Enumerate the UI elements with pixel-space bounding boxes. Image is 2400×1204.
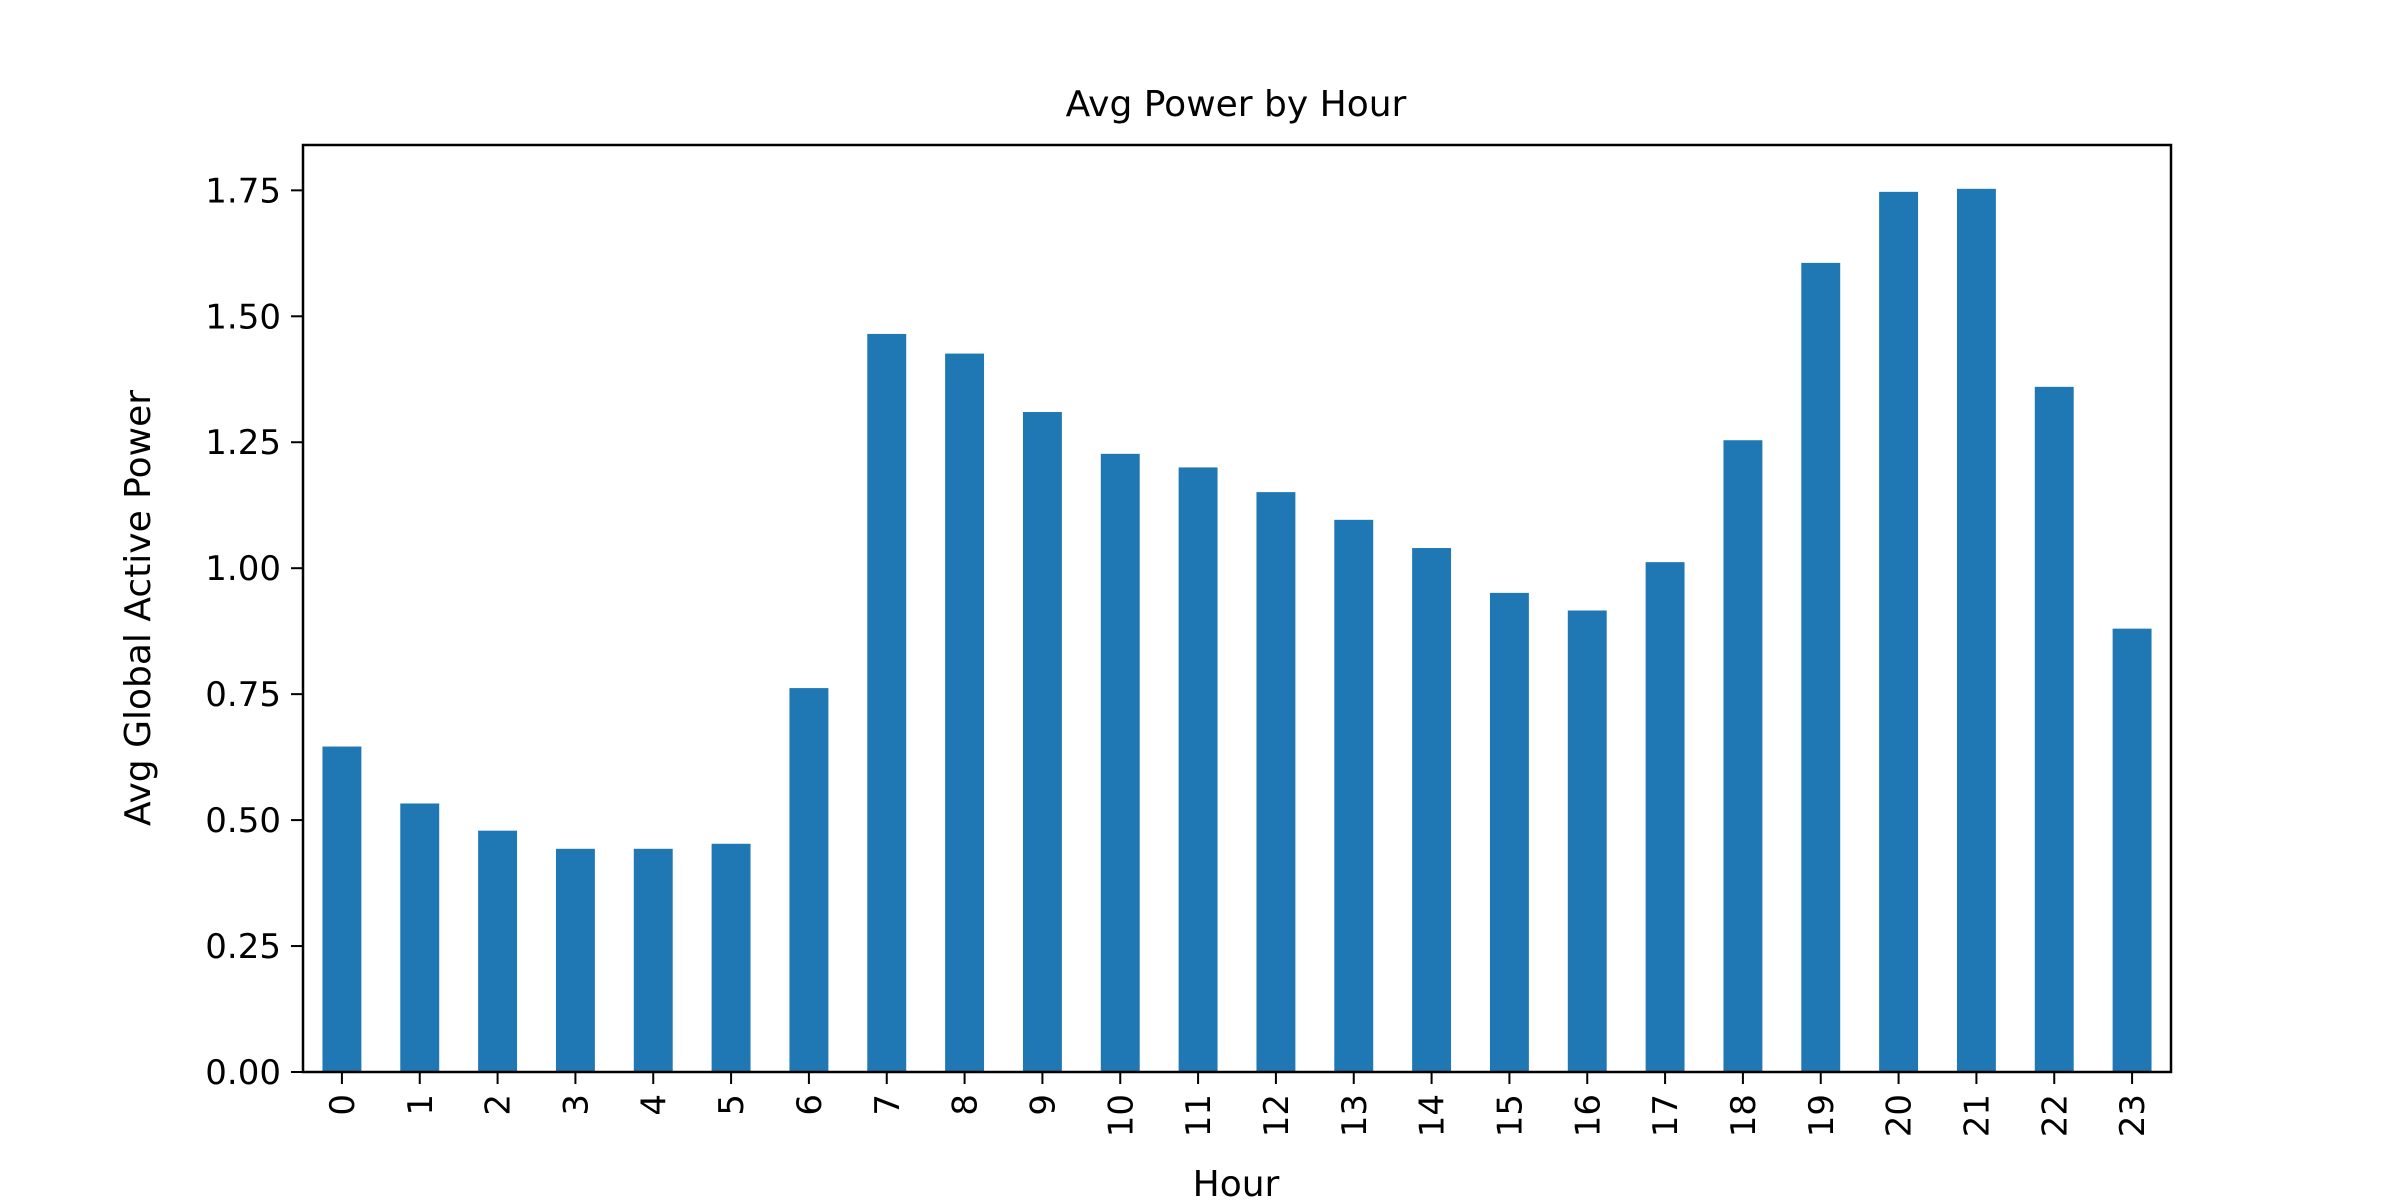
x-tick-label: 18 <box>1724 1094 1764 1137</box>
x-tick-label: 16 <box>1568 1094 1608 1137</box>
bar-hour-20 <box>1879 191 1919 1073</box>
x-tick-label: 9 <box>1023 1094 1063 1116</box>
x-tick-label: 14 <box>1413 1094 1453 1137</box>
x-tick-label: 15 <box>1490 1094 1530 1137</box>
bars-layer <box>322 188 2152 1073</box>
bar-hour-2 <box>478 830 518 1072</box>
bar-hour-9 <box>1022 412 1062 1072</box>
x-tick-label: 13 <box>1335 1094 1375 1137</box>
bar-hour-11 <box>1178 467 1218 1072</box>
bar-hour-21 <box>1956 188 1996 1072</box>
x-tick-label: 11 <box>1179 1094 1219 1137</box>
bar-hour-19 <box>1801 262 1841 1072</box>
bar-hour-13 <box>1334 519 1374 1072</box>
x-tick-label: 0 <box>323 1094 363 1116</box>
y-tick-label: 1.75 <box>205 171 281 211</box>
bar-hour-6 <box>789 688 829 1072</box>
bar-hour-15 <box>1489 592 1529 1072</box>
y-tick-label: 1.25 <box>205 423 281 463</box>
y-tick-label: 0.25 <box>205 927 281 967</box>
x-tick-label: 4 <box>634 1094 674 1116</box>
bar-hour-17 <box>1645 562 1685 1072</box>
x-tick-label: 1 <box>401 1094 441 1116</box>
bar-hour-0 <box>322 746 362 1072</box>
bar-hour-16 <box>1567 610 1607 1072</box>
x-tick-label: 22 <box>2035 1094 2075 1137</box>
chart-title: Avg Power by Hour <box>1066 84 1407 125</box>
bar-hour-1 <box>400 803 440 1072</box>
x-tick-label: 8 <box>946 1094 986 1116</box>
x-tick-label: 3 <box>556 1094 596 1116</box>
x-tick-label: 6 <box>790 1094 830 1116</box>
x-tick-label: 2 <box>479 1094 519 1116</box>
y-tick-label: 1.50 <box>205 297 281 337</box>
bar-hour-3 <box>555 848 595 1072</box>
x-tick-label: 23 <box>2113 1094 2153 1137</box>
x-tick-label: 12 <box>1257 1094 1297 1137</box>
bar-hour-12 <box>1256 492 1296 1072</box>
y-tick-label: 1.00 <box>205 549 281 589</box>
x-tick-label: 5 <box>712 1094 752 1116</box>
bar-hour-10 <box>1100 453 1140 1073</box>
bar-hour-7 <box>867 333 907 1072</box>
bar-hour-18 <box>1723 440 1763 1073</box>
x-tick-label: 20 <box>1880 1094 1920 1137</box>
x-tick-label: 7 <box>868 1094 908 1116</box>
bar-hour-4 <box>633 848 673 1072</box>
bar-hour-8 <box>945 353 985 1073</box>
x-axis-label: Hour <box>1193 1164 1280 1200</box>
y-tick-label: 0.75 <box>205 675 281 715</box>
bar-hour-5 <box>711 843 751 1072</box>
y-tick-label: 0.50 <box>205 801 281 841</box>
x-tick-label: 10 <box>1101 1094 1141 1137</box>
plot-frame <box>301 143 2173 1074</box>
bar-hour-14 <box>1412 548 1452 1072</box>
x-axis: 0 1 2 3 4 5 6 7 8 9 10 11 12 13 14 15 16 17 18 19 20 21 22 23 <box>323 1072 2153 1137</box>
bar-hour-22 <box>2034 386 2074 1073</box>
x-tick-label: 21 <box>1957 1094 1997 1137</box>
bar-hour-23 <box>2112 628 2152 1072</box>
y-tick-label: 0.00 <box>205 1053 281 1093</box>
x-tick-label: 19 <box>1802 1094 1842 1137</box>
x-tick-label: 17 <box>1646 1094 1686 1137</box>
y-axis: 0.00 0.25 0.50 0.75 1.00 1.25 1.50 1.75 <box>205 171 303 1093</box>
y-axis-label: Avg Global Active Power <box>118 390 159 826</box>
